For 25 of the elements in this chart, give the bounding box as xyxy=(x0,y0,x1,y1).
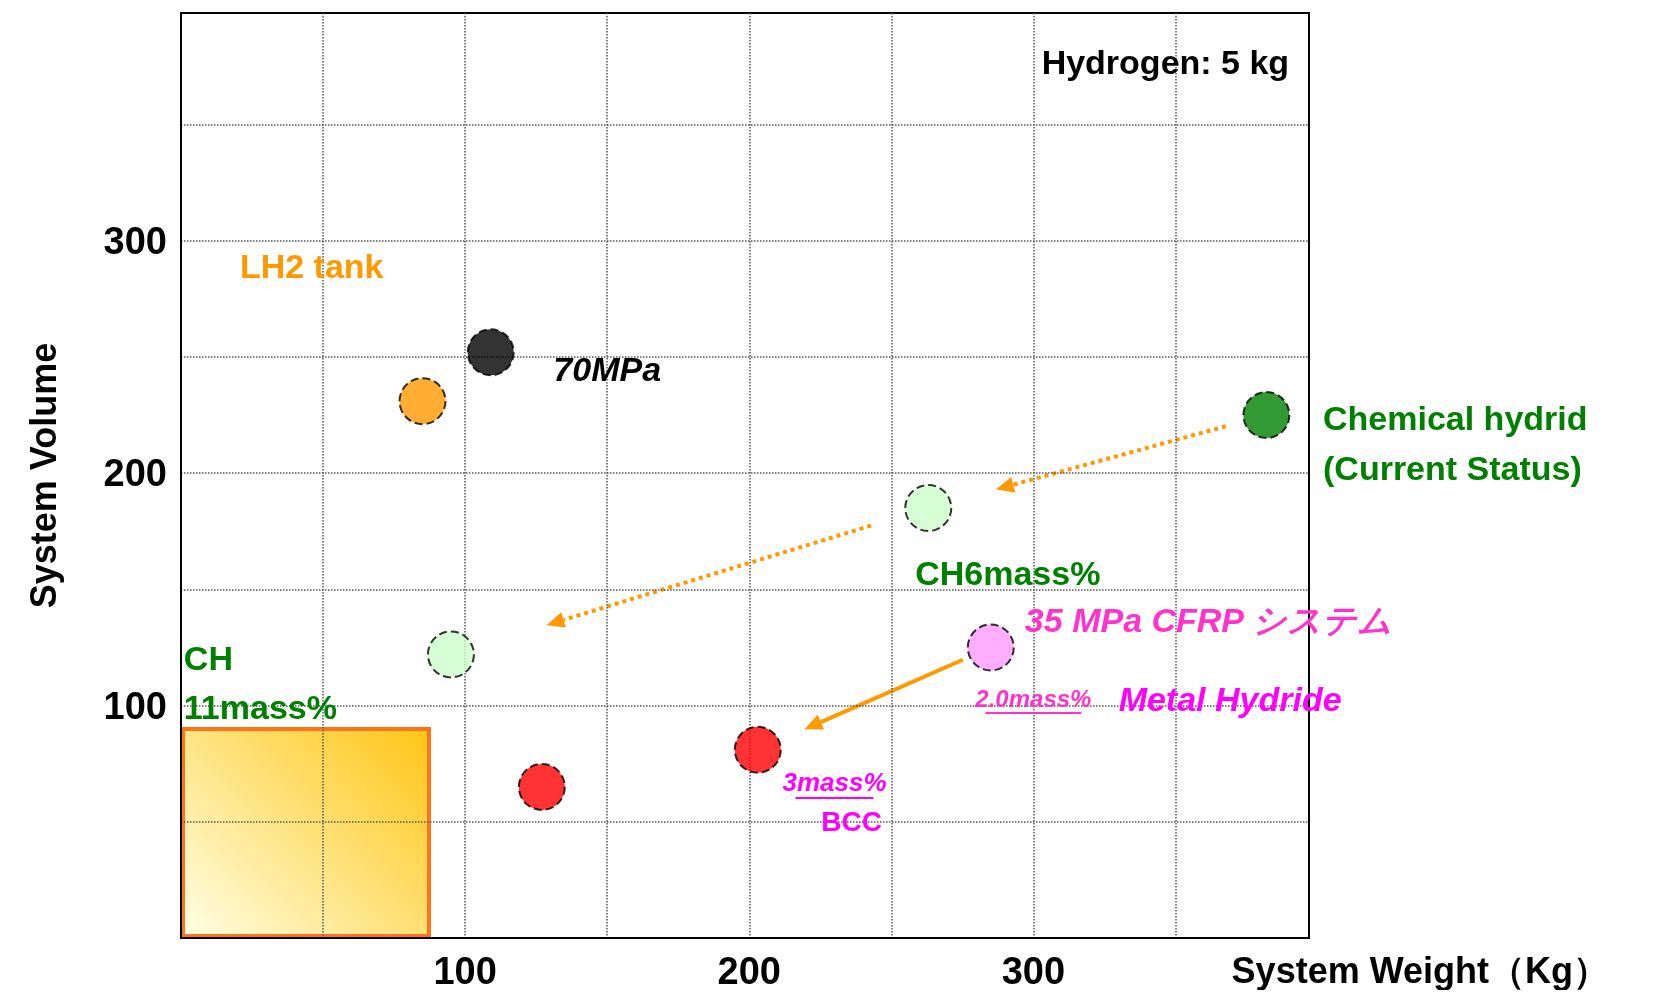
point xyxy=(733,725,782,774)
y-axis-title: System Volume xyxy=(22,342,64,609)
x-tick-label: 200 xyxy=(717,950,781,992)
annotation: 3mass% xyxy=(782,767,887,798)
annotation: CH6mass% xyxy=(915,554,1101,593)
point xyxy=(426,630,475,679)
point xyxy=(466,328,515,377)
annotation: 2.0mass% xyxy=(974,685,1092,713)
y-tick-label: 100 xyxy=(103,684,167,727)
point xyxy=(517,762,566,811)
y-tick-label: 300 xyxy=(103,219,167,262)
annotation: BCC xyxy=(821,806,882,838)
point xyxy=(398,377,447,426)
point xyxy=(966,623,1015,672)
point xyxy=(1242,391,1291,440)
text: Chemical hydrid (Current Status) xyxy=(1323,399,1588,487)
point xyxy=(904,484,953,533)
y-tick-label: 200 xyxy=(103,452,167,495)
x-axis-title: System Weight（Kg） xyxy=(1231,949,1609,991)
annotation: Hydrogen: 5 kg xyxy=(1041,42,1290,81)
annotation: CH 11mass% xyxy=(183,638,337,726)
annotation: LH2 tank xyxy=(239,247,384,286)
x-tick-label: 100 xyxy=(433,950,497,992)
x-tick-label: 300 xyxy=(1001,950,1066,992)
annotation: 70MPa xyxy=(553,349,662,388)
